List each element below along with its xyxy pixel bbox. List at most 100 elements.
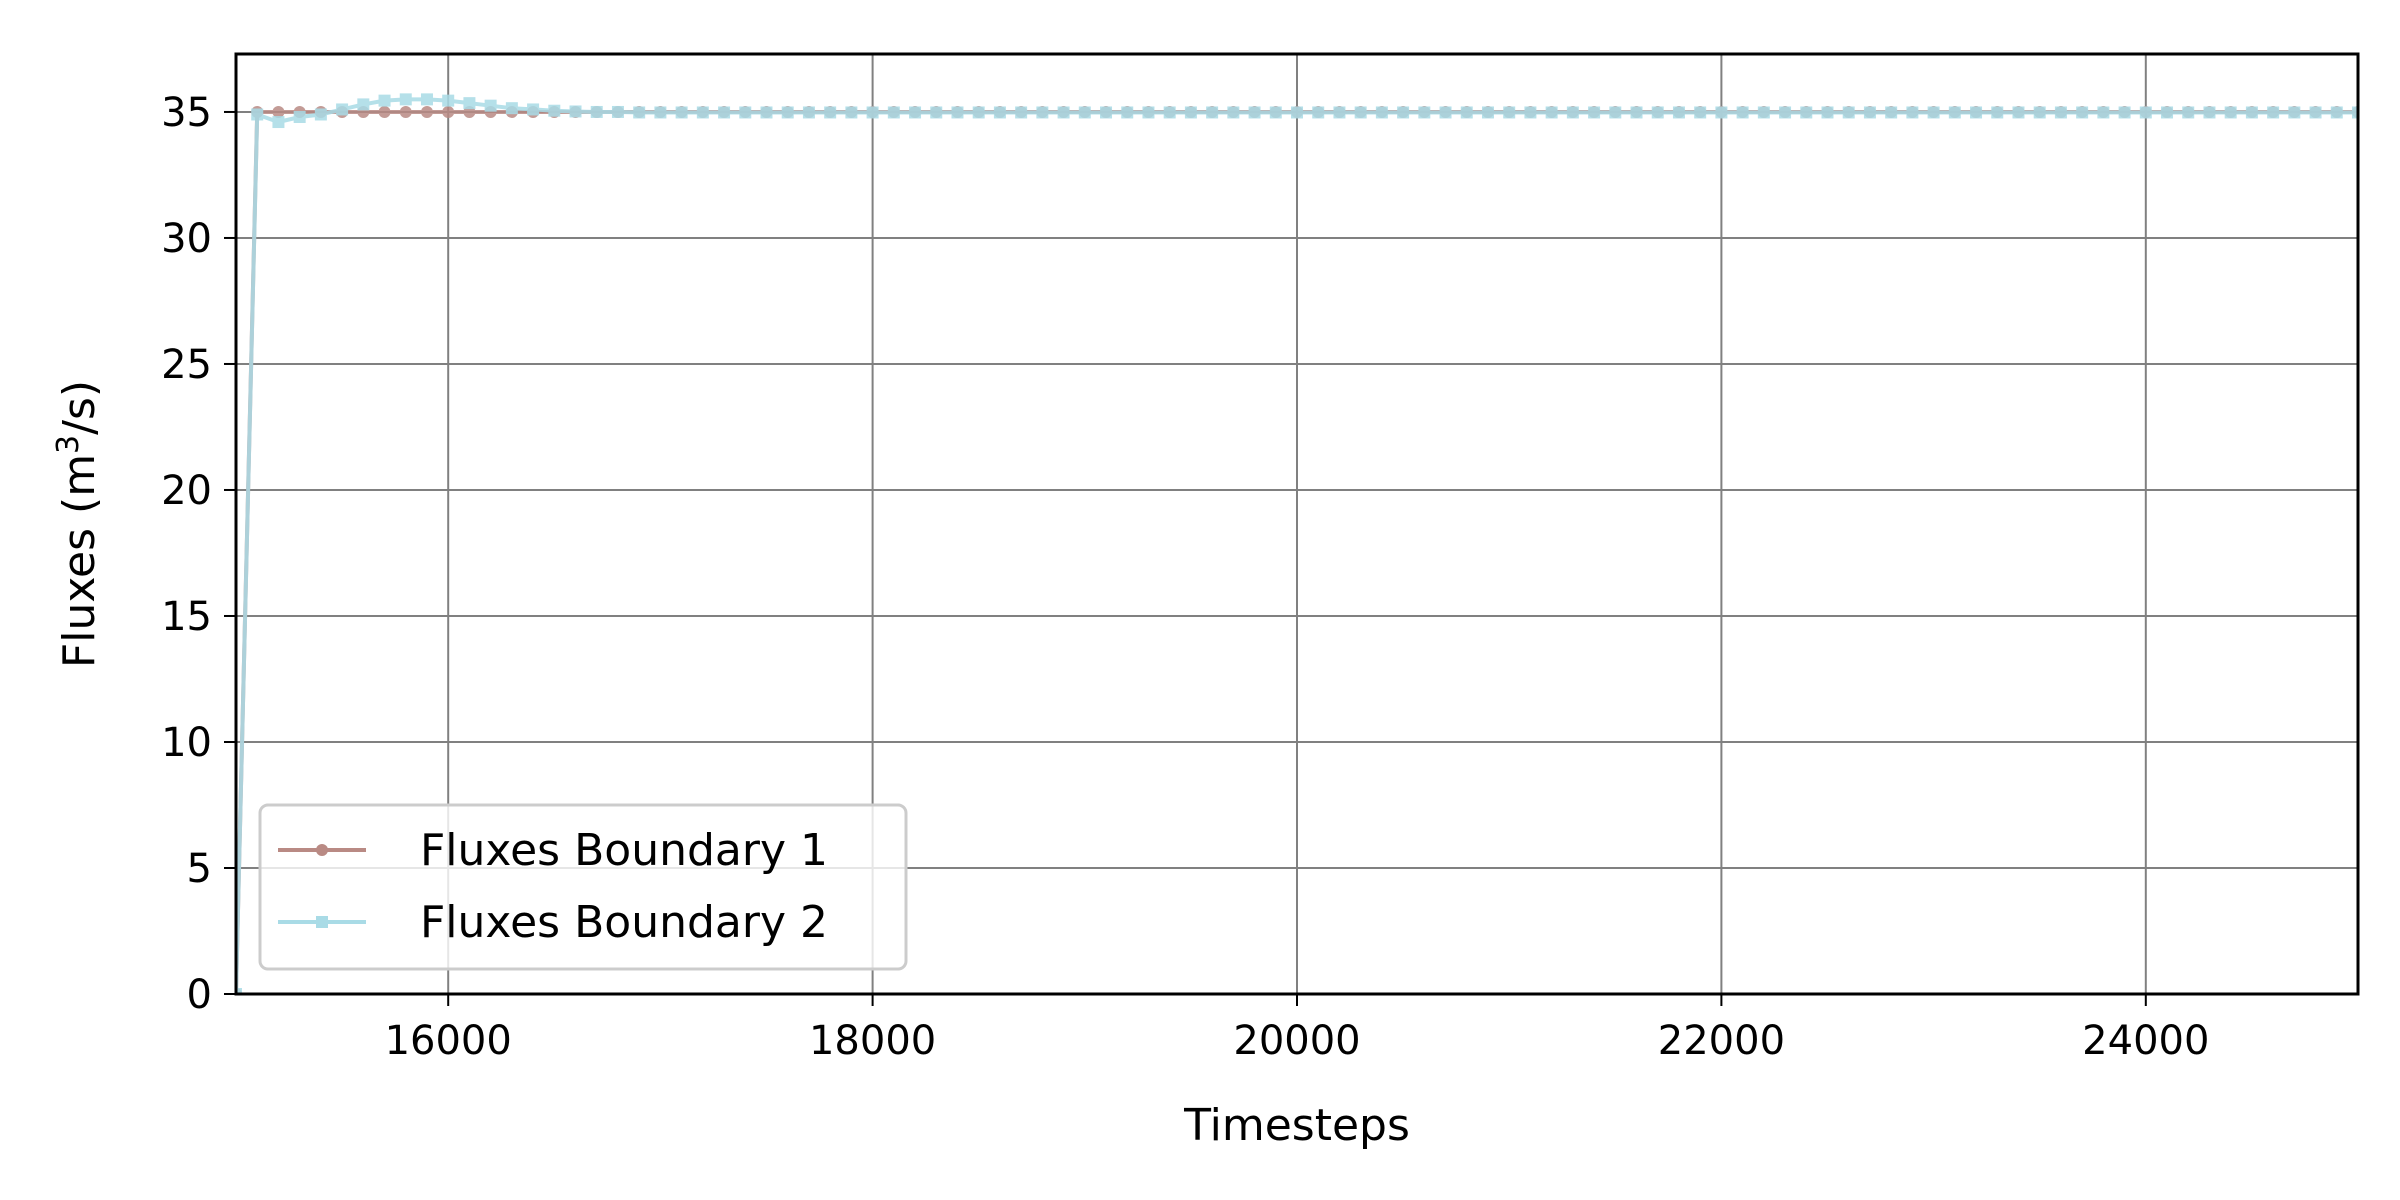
data-point — [251, 108, 264, 121]
x-tick-label: 24000 — [2082, 1018, 2209, 1064]
y-tick-label: 20 — [161, 468, 212, 514]
series-2 — [236, 93, 2358, 994]
data-point — [1906, 106, 1919, 119]
data-point — [675, 106, 688, 119]
data-point — [2097, 106, 2110, 119]
legend-label: Fluxes Boundary 2 — [420, 897, 828, 948]
data-point — [1736, 106, 1749, 119]
data-point — [1375, 106, 1388, 119]
data-point — [1291, 106, 1303, 119]
data-point — [1885, 106, 1898, 119]
data-point — [1142, 106, 1155, 119]
series-layer — [236, 93, 2358, 994]
data-point — [1206, 106, 1219, 119]
x-axis-label: Timesteps — [1183, 1100, 1410, 1151]
legend-label: Fluxes Boundary 1 — [420, 825, 828, 876]
data-point — [1863, 106, 1876, 119]
legend-box — [258, 803, 908, 971]
data-point — [2033, 106, 2046, 119]
data-point — [272, 105, 285, 118]
data-point — [2267, 106, 2280, 119]
data-point — [1503, 106, 1516, 119]
data-point — [399, 93, 412, 106]
data-point — [2352, 106, 2358, 119]
data-point — [1970, 106, 1983, 119]
data-point — [1418, 106, 1431, 119]
data-point — [2224, 106, 2237, 119]
data-point — [2012, 106, 2025, 119]
data-point — [420, 93, 433, 106]
x-tick-label: 18000 — [809, 1018, 936, 1064]
data-point — [1269, 106, 1282, 119]
data-point — [442, 105, 455, 118]
data-point — [463, 97, 476, 110]
data-point — [2118, 106, 2131, 119]
axis-ticks: 16000 18000 20000 22000 24000 0 5 10 15 20 25 30 35 — [161, 90, 2209, 1064]
data-point — [2161, 106, 2174, 119]
data-point — [2309, 106, 2322, 119]
data-point — [236, 988, 242, 994]
data-point — [1715, 106, 1728, 119]
x-tick-label: 22000 — [1658, 1018, 1785, 1064]
data-point — [1779, 106, 1792, 119]
data-point — [1927, 106, 1940, 119]
y-tick-label: 15 — [161, 594, 212, 640]
data-point — [951, 106, 964, 119]
data-point — [866, 106, 879, 119]
data-point — [1100, 106, 1113, 119]
data-point — [1609, 106, 1622, 119]
data-point — [654, 106, 667, 119]
data-point — [1397, 106, 1410, 119]
data-point — [2182, 106, 2195, 119]
data-point — [2076, 106, 2089, 119]
y-tick-label: 5 — [187, 846, 212, 892]
data-point — [1524, 106, 1537, 119]
data-point — [633, 106, 646, 119]
data-point — [2245, 106, 2258, 119]
data-point — [272, 116, 285, 129]
data-point — [760, 106, 773, 119]
x-tick-label: 16000 — [385, 1018, 512, 1064]
data-point — [1184, 106, 1197, 119]
data-point — [399, 105, 412, 118]
data-point — [845, 106, 858, 119]
data-point — [1460, 106, 1473, 119]
data-point — [1015, 106, 1028, 119]
data-point — [930, 106, 943, 119]
data-point — [1651, 106, 1664, 119]
data-point — [696, 106, 709, 119]
data-point — [1036, 106, 1049, 119]
y-axis-label: Fluxes (m3/s) — [51, 380, 105, 668]
data-point — [378, 94, 391, 107]
legend-marker — [316, 844, 328, 856]
data-point — [1800, 106, 1813, 119]
y-tick-label: 10 — [161, 720, 212, 766]
y-tick-label: 30 — [161, 216, 212, 262]
data-point — [1163, 106, 1176, 119]
data-point — [548, 104, 561, 117]
data-point — [1842, 106, 1855, 119]
data-point — [1078, 106, 1091, 119]
x-tick-label: 20000 — [1233, 1018, 1360, 1064]
data-point — [336, 103, 349, 116]
data-point — [1227, 106, 1240, 119]
data-point — [1545, 106, 1558, 119]
data-point — [1439, 106, 1452, 119]
y-tick-label: 0 — [187, 972, 212, 1018]
y-tick-label: 25 — [161, 342, 212, 388]
data-point — [972, 106, 985, 119]
data-point — [357, 98, 370, 111]
data-point — [909, 106, 922, 119]
data-point — [2330, 106, 2343, 119]
data-point — [1821, 106, 1834, 119]
data-point — [1057, 106, 1070, 119]
data-point — [1991, 106, 2004, 119]
data-point — [1121, 106, 1134, 119]
data-point — [1333, 106, 1346, 119]
data-point — [590, 105, 603, 118]
data-point — [611, 105, 624, 118]
data-point — [1757, 106, 1770, 119]
data-point — [2203, 106, 2216, 119]
